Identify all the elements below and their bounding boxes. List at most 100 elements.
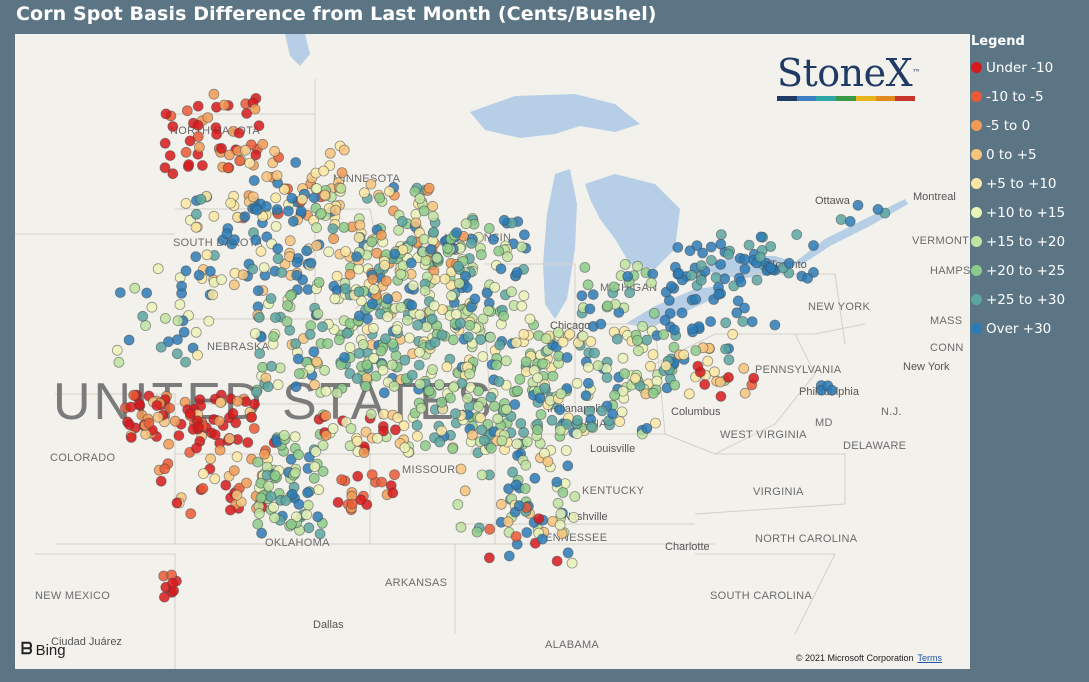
basis-dot[interactable] [365, 178, 377, 190]
basis-dot[interactable] [540, 333, 552, 345]
basis-dot[interactable] [291, 269, 303, 281]
basis-dot[interactable] [278, 183, 290, 195]
basis-dot[interactable] [319, 189, 331, 201]
basis-dot[interactable] [192, 349, 203, 361]
basis-dot[interactable] [659, 314, 671, 326]
basis-dot[interactable] [791, 229, 803, 241]
basis-dot[interactable] [258, 262, 270, 274]
basis-dot[interactable] [705, 241, 717, 253]
basis-dot[interactable] [387, 487, 399, 499]
basis-dot[interactable] [669, 379, 681, 391]
basis-dot[interactable] [308, 192, 320, 204]
basis-dot[interactable] [393, 224, 405, 236]
basis-dot[interactable] [498, 214, 510, 226]
basis-dot[interactable] [743, 239, 755, 251]
basis-dot[interactable] [271, 170, 283, 182]
basis-dot[interactable] [272, 379, 284, 391]
basis-dot[interactable] [366, 469, 378, 481]
basis-dot[interactable] [214, 444, 226, 456]
basis-dot[interactable] [195, 193, 207, 205]
basis-dot[interactable] [276, 267, 288, 278]
basis-dot[interactable] [280, 495, 292, 507]
basis-dot[interactable] [192, 119, 204, 131]
basis-dot[interactable] [427, 210, 439, 222]
basis-dot[interactable] [351, 251, 363, 263]
legend-item[interactable]: Under -10 [971, 53, 1089, 82]
basis-dot[interactable] [290, 338, 302, 350]
basis-dot[interactable] [410, 217, 422, 229]
basis-dot[interactable] [313, 276, 325, 288]
basis-dot[interactable] [247, 191, 259, 203]
basis-dot[interactable] [477, 313, 489, 325]
basis-dot[interactable] [501, 403, 512, 415]
basis-dot[interactable] [475, 334, 487, 346]
basis-dot[interactable] [248, 175, 260, 186]
basis-dot[interactable] [310, 446, 322, 457]
basis-dot[interactable] [389, 469, 400, 481]
basis-dot[interactable] [180, 197, 192, 209]
basis-dot[interactable] [286, 192, 298, 204]
basis-dot[interactable] [672, 241, 684, 253]
basis-dot[interactable] [632, 334, 643, 346]
basis-dot[interactable] [476, 469, 488, 481]
legend-item[interactable]: +20 to +25 [971, 256, 1089, 285]
basis-dot[interactable] [268, 331, 279, 343]
basis-dot[interactable] [557, 336, 569, 348]
basis-dot[interactable] [128, 389, 140, 401]
basis-dot[interactable] [516, 300, 528, 312]
basis-dot[interactable] [222, 162, 234, 174]
basis-dot[interactable] [690, 293, 702, 305]
basis-dot[interactable] [193, 269, 205, 281]
basis-dot[interactable] [555, 388, 567, 400]
basis-dot[interactable] [535, 409, 547, 420]
basis-dot[interactable] [123, 334, 135, 346]
basis-dot[interactable] [252, 285, 264, 297]
basis-dot[interactable] [506, 286, 517, 298]
basis-dot[interactable] [376, 476, 388, 488]
basis-dot[interactable] [242, 437, 254, 448]
basis-dot[interactable] [414, 346, 425, 358]
basis-dot[interactable] [518, 290, 530, 302]
basis-dot[interactable] [274, 362, 286, 374]
basis-dot[interactable] [366, 236, 378, 248]
basis-dot[interactable] [423, 385, 435, 397]
basis-dot[interactable] [455, 463, 467, 475]
basis-dot[interactable] [515, 418, 527, 429]
basis-dot[interactable] [514, 373, 526, 385]
basis-dot[interactable] [208, 88, 220, 100]
basis-dot[interactable] [309, 461, 321, 473]
basis-dot[interactable] [521, 527, 533, 538]
basis-dot[interactable] [208, 210, 220, 222]
bing-attribution[interactable]: ᗷ Bing [21, 641, 66, 659]
basis-dot[interactable] [738, 362, 750, 374]
basis-dot[interactable] [302, 499, 314, 511]
basis-dot[interactable] [418, 233, 430, 245]
basis-dot[interactable] [495, 263, 507, 275]
basis-dot[interactable] [360, 380, 372, 392]
basis-dot[interactable] [709, 366, 720, 378]
basis-dot[interactable] [220, 479, 232, 491]
basis-dot[interactable] [715, 258, 726, 270]
basis-dot[interactable] [317, 439, 329, 451]
basis-dot[interactable] [159, 312, 171, 324]
basis-dot[interactable] [494, 339, 506, 351]
legend-item[interactable]: -10 to -5 [971, 82, 1089, 111]
basis-dot[interactable] [516, 241, 528, 253]
basis-dot[interactable] [481, 287, 493, 299]
basis-dot[interactable] [266, 360, 277, 372]
basis-dot[interactable] [436, 396, 448, 408]
basis-dot[interactable] [389, 424, 401, 436]
basis-dot[interactable] [269, 470, 281, 482]
basis-dot[interactable] [263, 480, 275, 492]
basis-dot[interactable] [616, 406, 628, 418]
basis-dot[interactable] [532, 424, 543, 436]
legend-item[interactable]: +10 to +15 [971, 198, 1089, 227]
basis-dot[interactable] [378, 387, 390, 399]
basis-dot[interactable] [259, 448, 270, 460]
basis-dot[interactable] [739, 387, 751, 399]
basis-dot[interactable] [355, 494, 367, 506]
basis-dot[interactable] [684, 245, 696, 257]
basis-dot[interactable] [537, 358, 548, 370]
basis-dot[interactable] [513, 500, 525, 512]
